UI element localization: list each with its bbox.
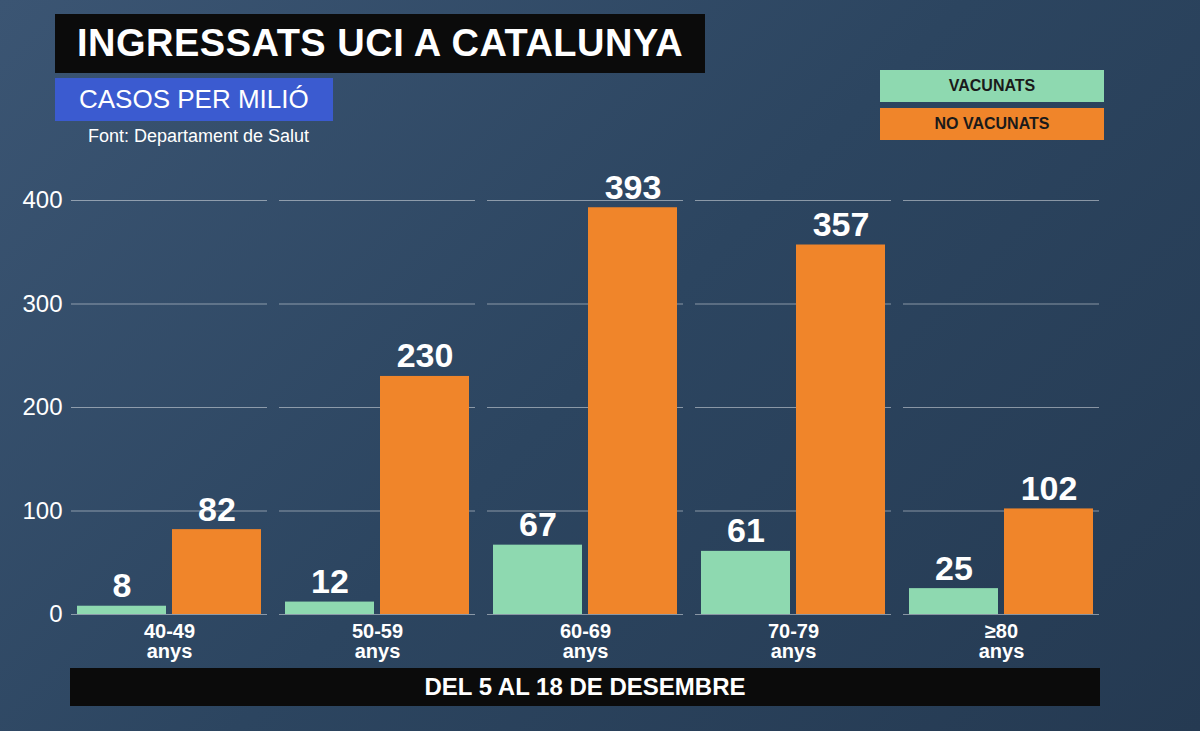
svg-text:50-59anys: 50-59anys	[352, 620, 403, 662]
svg-text:8: 8	[113, 566, 132, 604]
svg-text:102: 102	[1021, 469, 1078, 507]
html-text:CASOS PER MILIÓ: CASOS PER MILIÓ	[79, 84, 309, 114]
svg-text:60-69anys: 60-69anys	[560, 620, 611, 662]
svg-text:0: 0	[49, 600, 62, 627]
svg-text:25: 25	[935, 549, 973, 587]
svg-text:300: 300	[22, 290, 62, 317]
svg-text:82: 82	[198, 490, 236, 528]
svg-text:12: 12	[311, 562, 349, 600]
html-text:VACUNATS: VACUNATS	[948, 77, 1036, 94]
svg-text:40-49anys: 40-49anys	[144, 620, 195, 662]
svg-text:400: 400	[22, 186, 62, 213]
html-text:DEL 5 AL 18 DE DESEMBRE: DEL 5 AL 18 DE DESEMBRE	[424, 673, 746, 700]
svg-text:≥80anys: ≥80anys	[979, 620, 1025, 662]
svg-text:230: 230	[397, 336, 454, 374]
svg-text:393: 393	[605, 168, 662, 206]
svg-text:61: 61	[727, 511, 765, 549]
html-text:NO VACUNATS: NO VACUNATS	[934, 115, 1050, 132]
svg-text:200: 200	[22, 393, 62, 420]
html-text:INGRESSATS UCI A CATALUNYA: INGRESSATS UCI A CATALUNYA	[77, 22, 684, 64]
svg-text:67: 67	[519, 505, 557, 543]
svg-text:70-79anys: 70-79anys	[768, 620, 819, 662]
svg-text:100: 100	[22, 497, 62, 524]
html-text:Font: Departament de Salut: Font: Departament de Salut	[88, 126, 310, 146]
svg-text:357: 357	[813, 205, 870, 243]
